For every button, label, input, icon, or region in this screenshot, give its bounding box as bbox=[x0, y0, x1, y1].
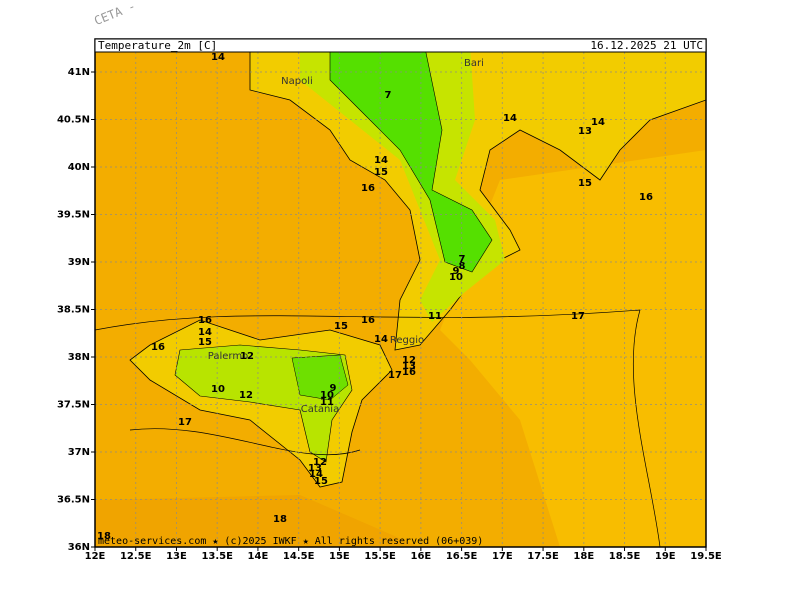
header-title: Temperature_2m [C] bbox=[98, 39, 217, 52]
place-name: Reggio bbox=[390, 335, 424, 346]
contour-label: 15 bbox=[334, 321, 348, 332]
contour-label: 8 bbox=[459, 261, 466, 272]
contour-label: 14 bbox=[374, 334, 388, 345]
place-name: Napoli bbox=[281, 76, 313, 87]
contour-label: 14 bbox=[211, 52, 225, 63]
lon-label: 15E bbox=[329, 551, 350, 562]
contour-label: 16 bbox=[361, 183, 375, 194]
contour-label: 10 bbox=[449, 272, 463, 283]
lon-label: 16E bbox=[410, 551, 431, 562]
watermark: CETA - bbox=[92, 0, 137, 28]
contour-label: 15 bbox=[314, 476, 328, 487]
contour-label: 15 bbox=[578, 178, 592, 189]
contour-label: 14 bbox=[198, 327, 212, 338]
lon-label: 14E bbox=[248, 551, 269, 562]
contour-label: 16 bbox=[402, 367, 416, 378]
contour-label: 18 bbox=[273, 514, 287, 525]
contour-label: 14 bbox=[309, 469, 323, 480]
lat-label: 36.5N bbox=[57, 495, 90, 506]
footer-credit: meteo-services.com ★ (c)2025 IWKF ★ All … bbox=[98, 536, 483, 547]
contour-label: 12 bbox=[313, 457, 327, 468]
contour-label: 16 bbox=[151, 342, 165, 353]
lon-label: 19E bbox=[655, 551, 676, 562]
contour-label: 13 bbox=[402, 361, 416, 372]
lon-label: 13.5E bbox=[201, 551, 233, 562]
lat-label: 41N bbox=[68, 67, 90, 78]
contour-label: 17 bbox=[178, 417, 192, 428]
contour-label: 7 bbox=[459, 254, 466, 265]
lon-label: 17.5E bbox=[527, 551, 559, 562]
lat-label: 37N bbox=[68, 447, 90, 458]
contour-label: 16 bbox=[198, 315, 212, 326]
contour-label: 12 bbox=[402, 355, 416, 366]
lat-label: 38.5N bbox=[57, 305, 90, 316]
contour-label: 10 bbox=[211, 384, 225, 395]
contour-label: 15 bbox=[374, 167, 388, 178]
mainland-cold bbox=[329, 47, 493, 273]
contour-label: 12 bbox=[240, 351, 254, 362]
header-valid: 16.12.2025 21 UTC bbox=[590, 39, 703, 52]
place-name: Catania bbox=[301, 404, 339, 415]
contour-label: 11 bbox=[428, 311, 442, 322]
lon-label: 12.5E bbox=[120, 551, 152, 562]
contour-label: 14 bbox=[374, 155, 388, 166]
contour-label: 13 bbox=[308, 463, 322, 474]
contour-label: 12 bbox=[239, 390, 253, 401]
isotherm bbox=[94, 309, 661, 548]
contour-label: 14 bbox=[503, 113, 517, 124]
lon-label: 19.5E bbox=[690, 551, 722, 562]
lat-label: 36N bbox=[68, 542, 90, 553]
place-name: Palermo bbox=[208, 351, 248, 362]
place-name: Bari bbox=[464, 58, 484, 69]
contour-label: 17 bbox=[571, 311, 585, 322]
lat-label: 37.5N bbox=[57, 400, 90, 411]
lat-label: 40N bbox=[68, 162, 90, 173]
contour-label: 7 bbox=[385, 90, 392, 101]
contour-label: 11 bbox=[320, 397, 334, 408]
contour-label: 16 bbox=[361, 315, 375, 326]
contour-label: 9 bbox=[453, 266, 460, 277]
lat-label: 38N bbox=[68, 352, 90, 363]
contour-label: 10 bbox=[320, 390, 334, 401]
contour-label: 15 bbox=[198, 337, 212, 348]
contour-label: 13 bbox=[578, 126, 592, 137]
contour-label: 16 bbox=[639, 192, 653, 203]
contour-label: 17 bbox=[388, 370, 402, 381]
plot-area bbox=[94, 38, 707, 548]
lat-label: 40.5N bbox=[57, 115, 90, 126]
contour-label: 18 bbox=[97, 531, 111, 542]
lon-label: 14.5E bbox=[283, 551, 315, 562]
lon-label: 15.5E bbox=[364, 551, 396, 562]
lon-label: 18.5E bbox=[609, 551, 641, 562]
lon-label: 16.5E bbox=[446, 551, 478, 562]
lon-label: 17E bbox=[492, 551, 513, 562]
lat-label: 39N bbox=[68, 257, 90, 268]
header-bar bbox=[94, 38, 707, 53]
contour-label: 14 bbox=[591, 117, 605, 128]
lat-label: 39.5N bbox=[57, 210, 90, 221]
lon-label: 18E bbox=[573, 551, 594, 562]
contour-label: 9 bbox=[330, 383, 337, 394]
lon-label: 12E bbox=[85, 551, 106, 562]
lon-label: 13E bbox=[166, 551, 187, 562]
